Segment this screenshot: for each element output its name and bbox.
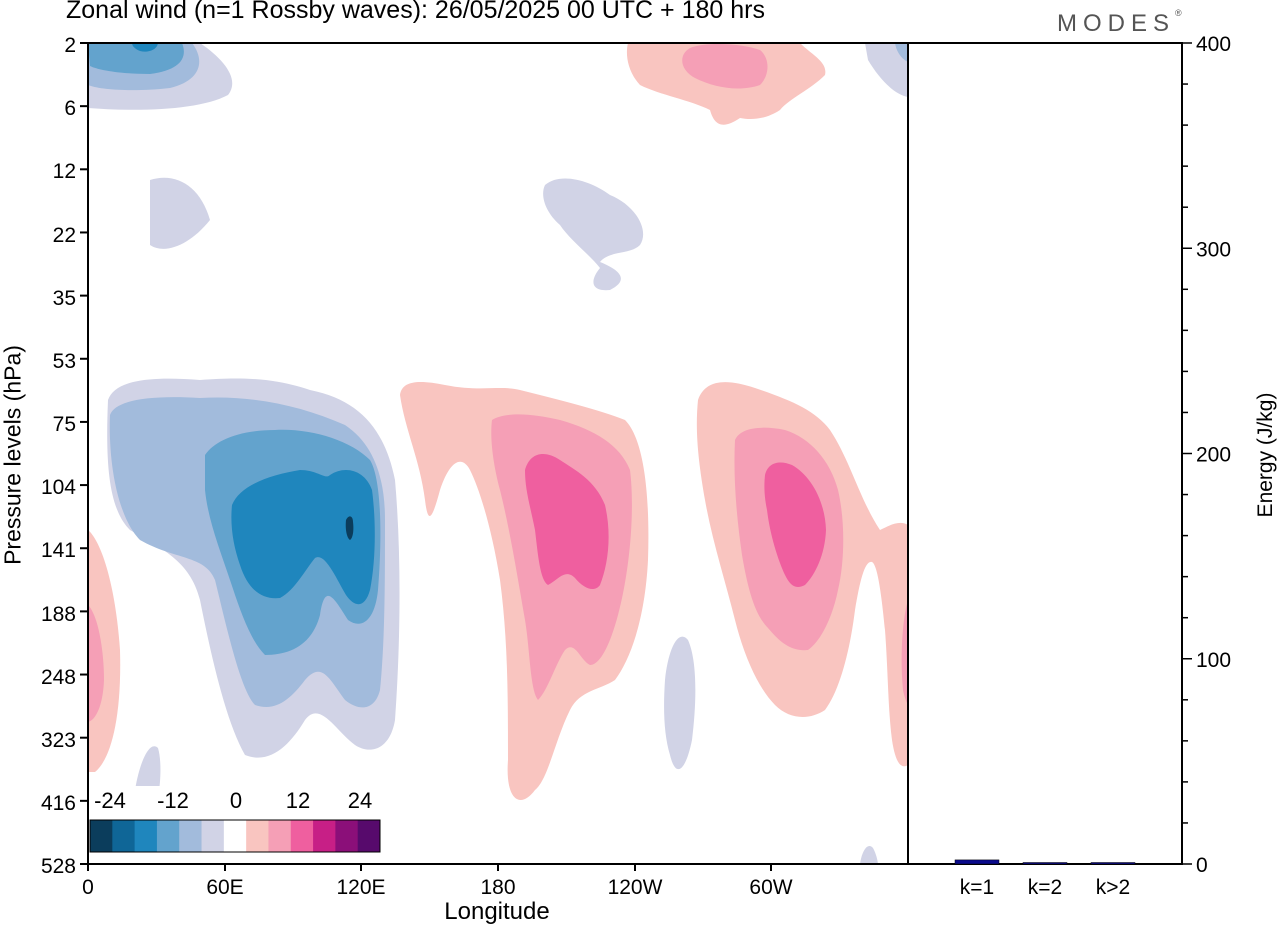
energy-category-labels: k=1 k=2 k>2 xyxy=(960,876,1130,899)
colorbar-tick-label: 24 xyxy=(348,788,372,813)
contour-pos-7 xyxy=(525,454,609,590)
contour-neg-11 xyxy=(345,516,354,540)
energy-bar xyxy=(954,859,1000,865)
y-tick-label: 248 xyxy=(41,666,76,689)
colorbar-cell xyxy=(134,820,158,852)
y-tick-label: 416 xyxy=(41,792,76,815)
contour-neg-4 xyxy=(132,43,158,52)
contour-neg-edge-2 xyxy=(895,43,908,62)
contour-neg-3 xyxy=(88,43,184,74)
y-tick-label: 53 xyxy=(53,350,76,373)
energy-bar xyxy=(1090,862,1136,865)
energy-tick-label: 0 xyxy=(1196,854,1208,877)
colorbar-cell xyxy=(357,820,381,852)
modes-logo: MODES® xyxy=(1057,8,1182,38)
colorbar-tick-label: 12 xyxy=(286,788,310,813)
energy-bars xyxy=(954,859,1136,865)
x-axis-label: Longitude xyxy=(444,898,550,925)
y-axis-left: 2 6 12 22 35 53 75 104 141 188 248 323 4… xyxy=(41,34,88,878)
logo-registered-mark: ® xyxy=(1175,8,1182,18)
y-tick-label: 141 xyxy=(41,539,76,562)
colorbar-cell xyxy=(156,820,180,852)
contour-neg-10 xyxy=(231,470,375,605)
contour-pos-4 xyxy=(682,44,768,89)
y-axis-right: 0 100 200 300 400 xyxy=(1182,33,1231,877)
colorbar-cell xyxy=(179,820,203,852)
contour-pos-2 xyxy=(88,605,104,722)
colorbar-tick-label: -12 xyxy=(157,788,189,813)
y-tick-label: 104 xyxy=(41,476,76,499)
energy-category-label: k=1 xyxy=(960,876,994,899)
x-tick-label: 0 xyxy=(82,876,94,899)
energy-bar xyxy=(1022,862,1068,865)
x-axis: 0 60E 120E 180 120W 60W xyxy=(82,864,793,899)
y-tick-label: 12 xyxy=(53,160,76,183)
y-tick-label: 35 xyxy=(53,287,76,310)
y-tick-label: 188 xyxy=(41,603,76,626)
colorbar-cell xyxy=(335,820,359,852)
colorbar-cell xyxy=(223,820,247,852)
y-tick-label: 6 xyxy=(64,97,76,120)
x-tick-label: 60E xyxy=(206,876,243,899)
energy-tick-label: 400 xyxy=(1196,33,1231,56)
x-tick-label: 60W xyxy=(749,876,792,899)
y-tick-label: 2 xyxy=(64,34,76,57)
contour-neg-6 xyxy=(543,178,644,291)
energy-category-label: k>2 xyxy=(1096,876,1130,899)
colorbar-tick-label: 0 xyxy=(230,788,242,813)
colorbar-cell xyxy=(90,820,113,852)
contour-field xyxy=(88,43,908,864)
y-tick-label: 528 xyxy=(41,855,76,878)
energy-tick-label: 300 xyxy=(1196,238,1231,261)
logo-text: MODES xyxy=(1057,10,1176,37)
y-axis-label: Pressure levels (hPa) xyxy=(0,345,26,565)
y-tick-label: 22 xyxy=(53,224,76,247)
contour-neg-edge xyxy=(865,43,908,97)
chart-title: Zonal wind (n=1 Rossby waves): 26/05/202… xyxy=(66,0,765,24)
colorbar-cell xyxy=(201,820,225,852)
y-tick-label: 75 xyxy=(53,413,76,436)
y-tick-label: 323 xyxy=(41,729,76,752)
colorbar-tick-label: -24 xyxy=(94,788,126,813)
contour-neg-5 xyxy=(150,177,210,249)
colorbar-cell xyxy=(268,820,292,852)
energy-axis-label: Energy (J/kg) xyxy=(1254,392,1277,518)
colorbar-cell xyxy=(313,820,336,852)
contour-neg-13 xyxy=(664,636,696,770)
energy-category-label: k=2 xyxy=(1028,876,1062,899)
contour-neg-14 xyxy=(860,845,878,864)
colorbar-cell xyxy=(246,820,269,852)
energy-tick-label: 200 xyxy=(1196,444,1231,467)
x-tick-label: 120E xyxy=(336,876,385,899)
x-tick-label: 180 xyxy=(480,876,515,899)
colorbar-cell xyxy=(112,820,136,852)
colorbar: -24 -12 0 12 24 xyxy=(87,786,383,864)
colorbar-cells xyxy=(90,820,381,852)
colorbar-cell xyxy=(290,820,314,852)
x-tick-label: 120W xyxy=(608,876,663,899)
contour-pos-11 xyxy=(901,600,908,705)
colorbar-frame xyxy=(89,819,381,853)
energy-tick-label: 100 xyxy=(1196,649,1231,672)
contour-pos-10 xyxy=(764,462,826,587)
